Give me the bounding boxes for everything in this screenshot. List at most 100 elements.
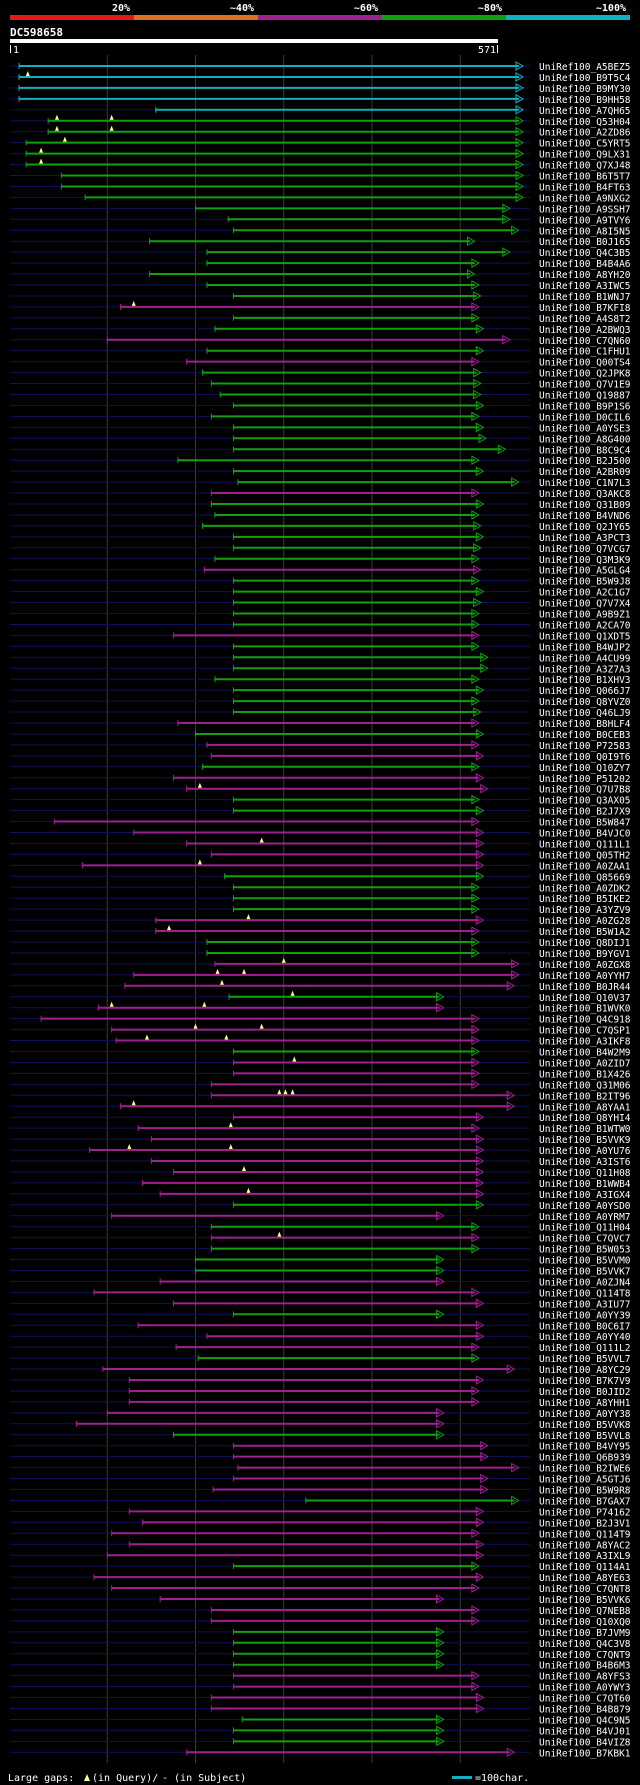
hit-row: UniRef100_A0ZDK2 <box>10 882 631 894</box>
hit-row: UniRef100_P51202 <box>10 772 631 785</box>
hit-end-arrow-icon <box>475 849 485 860</box>
hit-row: UniRef100_B1WNJ7 <box>10 291 631 303</box>
hit-end-arrow-icon <box>475 915 485 925</box>
hit-end-arrow-icon <box>480 663 489 674</box>
hit-row: UniRef100_A0ZAA1 <box>10 859 631 872</box>
hit-row: UniRef100_Q19887 <box>10 389 631 402</box>
hit-label: UniRef100_A0ZG28 <box>539 916 631 927</box>
hit-end-arrow-icon <box>471 904 480 915</box>
hit-end-arrow-icon <box>475 1692 485 1703</box>
hit-label: UniRef100_Q2JPK8 <box>539 369 631 380</box>
hit-row: UniRef100_A8YFS3 <box>10 1670 631 1683</box>
hit-row: UniRef100_Q8YHI4 <box>10 1112 631 1124</box>
hit-label: UniRef100_A0ZID7 <box>539 1058 631 1069</box>
hit-end-arrow-icon <box>436 1210 445 1221</box>
hit-row: UniRef100_B8HLF4 <box>10 718 631 730</box>
hit-end-arrow-icon <box>471 1397 480 1407</box>
hit-row: UniRef100_A5BEZ5 <box>10 61 631 73</box>
legend-swatch <box>134 15 258 20</box>
hit-row: UniRef100_A8YHH1 <box>10 1397 631 1409</box>
hit-end-arrow-icon <box>475 422 485 433</box>
hit-label: UniRef100_B4FT63 <box>539 182 631 193</box>
hit-row: UniRef100_A7QH65 <box>10 104 631 117</box>
hit-row: UniRef100_B4VND6 <box>10 510 631 522</box>
hit-row: UniRef100_Q7XJ48 <box>10 158 631 172</box>
hit-end-arrow-icon <box>473 542 482 553</box>
hit-row: UniRef100_Q8YVZ0 <box>10 696 631 708</box>
hit-row: UniRef100_B9MY30 <box>10 83 631 95</box>
query-gap-marker-icon <box>193 1023 198 1029</box>
hit-end-arrow-icon <box>475 499 485 509</box>
hit-label: UniRef100_Q0I9T6 <box>539 752 631 763</box>
hit-end-arrow-icon <box>471 937 480 947</box>
hit-end-arrow-icon <box>475 1375 485 1385</box>
hit-label: UniRef100_C7QNT8 <box>539 1584 631 1595</box>
hit-end-arrow-icon <box>471 1068 480 1079</box>
hit-end-arrow-icon <box>436 1594 445 1604</box>
hit-label: UniRef100_Q00TS4 <box>539 358 631 369</box>
hit-row: UniRef100_B5W053 <box>10 1243 631 1256</box>
hit-row: UniRef100_B9YGV1 <box>10 948 631 960</box>
hit-label: UniRef100_A3IWC5 <box>539 281 631 292</box>
hit-row: UniRef100_Q114A1 <box>10 1561 631 1573</box>
hit-end-arrow-icon <box>475 860 485 871</box>
hit-end-arrow-icon <box>480 1451 489 1462</box>
hit-label: UniRef100_A0YSD0 <box>539 1201 631 1212</box>
hit-end-arrow-icon <box>436 1265 445 1276</box>
hit-row: UniRef100_Q7V7X4 <box>10 597 631 610</box>
hit-row: UniRef100_Q46LJ9 <box>10 707 631 719</box>
hit-label: UniRef100_Q31M06 <box>539 1080 631 1091</box>
hit-end-arrow-icon <box>502 214 511 225</box>
subject-gap-note: - (in Subject) <box>162 1773 246 1784</box>
hit-end-arrow-icon <box>471 1353 480 1363</box>
hit-row: UniRef100_A9B9Z1 <box>10 608 631 621</box>
hit-end-arrow-icon <box>515 126 525 137</box>
hit-row: UniRef100_B5W1A2 <box>10 925 631 938</box>
hit-row: UniRef100_Q7VCG7 <box>10 542 631 555</box>
query-gap-marker-icon <box>246 914 251 920</box>
hit-end-arrow-icon <box>436 1309 445 1320</box>
hit-label: UniRef100_Q4C3V8 <box>539 1639 631 1650</box>
hit-label: UniRef100_B8HLF4 <box>539 719 631 730</box>
query-gap-marker-icon <box>292 1056 297 1062</box>
hit-row: UniRef100_Q8DIJ1 <box>10 937 631 949</box>
hit-row: UniRef100_B7KBK1 <box>10 1747 631 1759</box>
hit-label: UniRef100_B4VJ01 <box>539 1726 631 1737</box>
gaps-label: Large gaps: <box>8 1773 74 1784</box>
hit-label: UniRef100_A0YWY3 <box>539 1683 631 1694</box>
hit-end-arrow-icon <box>471 1046 480 1057</box>
hit-row: UniRef100_A8YAA1 <box>10 1100 631 1113</box>
hit-label: UniRef100_Q9LX31 <box>539 150 631 161</box>
hit-end-arrow-icon <box>475 400 485 411</box>
hit-label: UniRef100_B5W9J8 <box>539 577 631 588</box>
query-gap-marker-icon <box>259 837 264 843</box>
hit-rows: UniRef100_A5BEZ5UniRef100_B9T5C4UniRef10… <box>10 61 631 1759</box>
hit-label: UniRef100_A9NXG2 <box>539 193 631 204</box>
hit-label: UniRef100_P72583 <box>539 741 631 752</box>
hit-label: UniRef100_A5BEZ5 <box>539 62 631 73</box>
hit-label: UniRef100_Q7V7X4 <box>539 599 631 610</box>
hit-row: UniRef100_A3IKF8 <box>10 1034 631 1048</box>
hit-end-arrow-icon <box>480 783 489 794</box>
hit-row: UniRef100_Q10XQ0 <box>10 1616 631 1628</box>
hit-end-arrow-icon <box>471 575 480 586</box>
hit-row: UniRef100_Q114T8 <box>10 1287 631 1299</box>
hit-row: UniRef100_Q05TH2 <box>10 849 631 861</box>
hit-end-arrow-icon <box>471 1287 480 1298</box>
hit-label: UniRef100_Q8YHI4 <box>539 1113 631 1124</box>
hit-label: UniRef100_C7QNT9 <box>539 1650 631 1661</box>
hit-end-arrow-icon <box>475 1320 485 1331</box>
hit-end-arrow-icon <box>466 269 476 279</box>
hit-row: UniRef100_P74162 <box>10 1506 631 1518</box>
hit-label: UniRef100_B9YGV1 <box>539 949 631 960</box>
hit-label: UniRef100_Q3AX05 <box>539 796 631 807</box>
hit-end-arrow-icon <box>471 1079 480 1090</box>
hit-end-arrow-icon <box>471 1243 480 1254</box>
hit-row: UniRef100_A2ZD86 <box>10 125 631 139</box>
identity-legend: 20% ~40% ~60% ~80% ~100% <box>10 3 630 20</box>
hit-label: UniRef100_B4B4A6 <box>539 259 631 270</box>
legend-label: ~100% <box>596 3 626 14</box>
hit-row: UniRef100_A0ZG28 <box>10 914 631 927</box>
legend-swatch <box>258 15 382 20</box>
hit-row: UniRef100_B7K7V9 <box>10 1375 631 1387</box>
